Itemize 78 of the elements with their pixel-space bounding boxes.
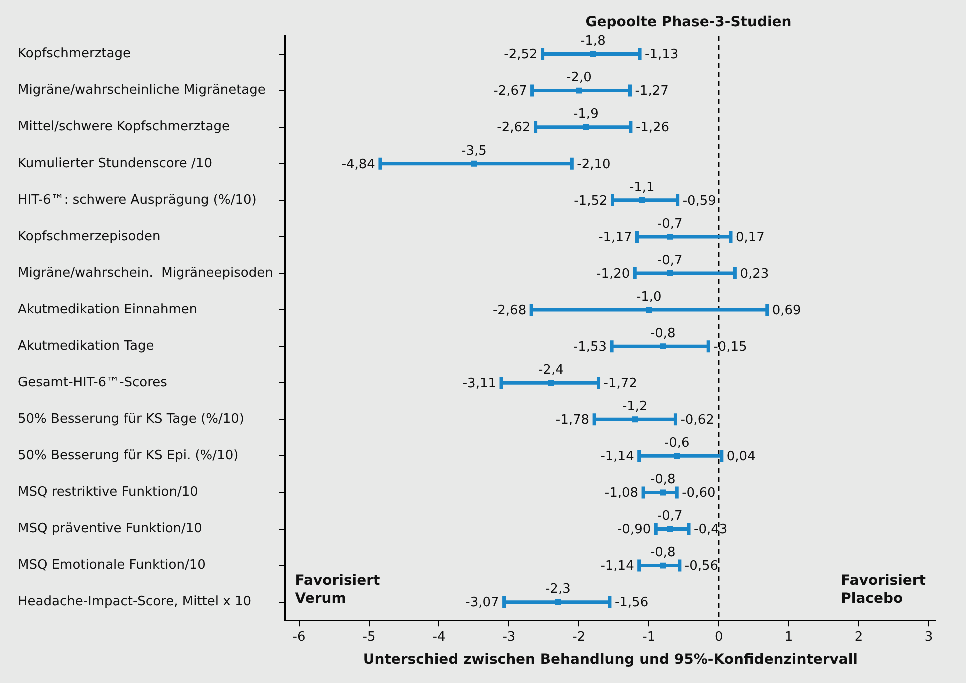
annotation: -1,14	[600, 559, 634, 574]
annotation: -0,56	[684, 559, 719, 574]
y-tick-label: Headache-Impact-Score, Mittel x 10	[18, 594, 252, 610]
data-label: -1,2	[622, 400, 648, 415]
chart-title: Gepoolte Phase-3-Studien	[586, 14, 792, 31]
annotation: -0,43	[694, 522, 728, 538]
data-label: -3,5	[462, 144, 487, 159]
annotation: -2,10	[577, 157, 611, 172]
data-label: -0,8	[650, 326, 676, 342]
annotation: -1,78	[556, 413, 590, 428]
annotation: -0,59	[682, 194, 716, 209]
data-label: -2,0	[566, 70, 592, 86]
annotation: -1,26	[636, 120, 670, 136]
annotation: 0,23	[740, 266, 770, 282]
data-label: -0,6	[664, 436, 690, 452]
y-tick-label: Kumulierter Stundenscore /10	[18, 156, 212, 172]
y-tick-label: HIT-6™: schwere Ausprägung (%/10)	[18, 192, 257, 208]
annotation: -1,13	[645, 48, 679, 63]
annotation: Favorisiert Verum	[295, 573, 380, 608]
annotation: 0,04	[726, 450, 756, 465]
annotation: -1,56	[614, 596, 649, 611]
annotation: Favorisiert Placebo	[841, 573, 926, 608]
y-tick-label: Kopfschmerzepisoden	[18, 229, 161, 244]
y-tick-label: MSQ präventive Funktion/10	[18, 522, 202, 537]
y-tick-label: 50% Besserung für KS Epi. (%/10)	[18, 448, 239, 464]
y-tick-label: Akutmedikation Tage	[18, 338, 154, 354]
y-tick-label: Gesamt-HIT-6™-Scores	[18, 375, 168, 390]
annotation: -2,62	[497, 120, 531, 136]
data-label: -1,1	[629, 180, 655, 196]
annotation: -1,72	[604, 376, 638, 392]
y-tick-label: Kopfschmerztage	[18, 46, 131, 62]
y-tick-label: MSQ restriktive Funktion/10	[18, 485, 198, 500]
annotation: -1,17	[598, 230, 632, 246]
annotation: -1,53	[573, 340, 608, 355]
x-tick-label: -4	[432, 630, 446, 645]
x-tick-label: 1	[784, 630, 794, 645]
annotation: 0,17	[736, 230, 765, 246]
annotation: -0,15	[714, 340, 748, 355]
x-axis-title: Unterschied zwischen Behandlung und 95%-Konfidenzintervall	[363, 652, 858, 668]
x-tick-label: -1	[642, 630, 656, 645]
x-tick-label: -6	[292, 630, 306, 645]
annotation: -1,52	[574, 194, 608, 209]
x-tick-label: 0	[714, 630, 724, 645]
x-tick-label: -5	[362, 630, 376, 645]
annotation: -2,68	[492, 303, 527, 318]
x-tick-label: -2	[572, 630, 586, 645]
data-label: -0,8	[650, 472, 676, 488]
annotation: -3,11	[462, 376, 496, 392]
data-label: -2,3	[545, 582, 571, 598]
x-tick-label: 3	[924, 630, 934, 645]
annotation: -2,52	[504, 48, 538, 63]
annotation: 0,69	[772, 303, 802, 318]
annotation: -2,67	[494, 84, 528, 100]
y-tick-label: Mittel/schwere Kopfschmerztage	[18, 120, 230, 135]
annotation: -1,14	[600, 450, 634, 465]
y-tick-label: Migräne/wahrscheinliche Migränetage	[18, 83, 266, 98]
y-tick-label: 50% Besserung für KS Tage (%/10)	[18, 412, 244, 428]
y-tick-label: Akutmedikation Einnahmen	[18, 302, 198, 318]
annotation: -1,27	[635, 84, 669, 100]
annotation: -1,08	[604, 486, 639, 502]
data-label: -2,4	[538, 362, 564, 378]
annotation: -3,07	[466, 596, 500, 611]
annotation: -1,20	[596, 266, 630, 282]
annotation: -4,84	[342, 157, 376, 172]
y-tick-label: Migräne/wahrschein. Migräneepisoden	[18, 266, 274, 281]
data-label: -0,7	[657, 509, 683, 524]
annotation: -0,62	[680, 413, 714, 428]
data-label: -1,0	[636, 290, 662, 305]
data-label: -0,7	[657, 253, 683, 268]
y-tick-label: MSQ Emotionale Funktion/10	[18, 558, 206, 574]
data-label: -1,9	[573, 107, 599, 122]
data-label: -0,8	[650, 546, 676, 561]
annotation: -0,90	[617, 522, 652, 538]
x-tick-label: 2	[854, 630, 864, 645]
x-tick-label: -3	[502, 630, 516, 645]
data-label: -1,8	[580, 34, 606, 50]
annotation: -0,60	[682, 486, 716, 502]
data-label: -0,7	[657, 216, 683, 232]
